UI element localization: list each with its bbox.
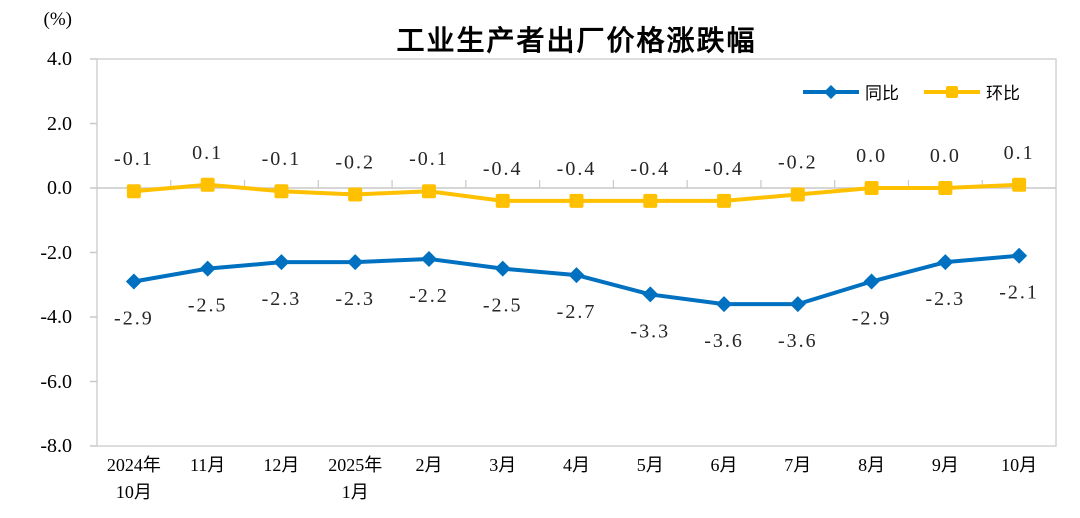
mom-value-label: -0.4: [557, 158, 597, 180]
x-tick-label: 7月: [784, 455, 812, 475]
yoy-value-label: -2.7: [557, 301, 597, 323]
x-tick-label: 12月: [263, 455, 300, 475]
mom-value-label: -0.2: [778, 151, 818, 173]
legend: 同比 环比: [802, 79, 1020, 104]
yoy-value-label: -2.3: [926, 288, 966, 310]
mom-marker: [643, 193, 658, 208]
mom-marker: [126, 184, 141, 199]
yoy-value-label: -2.3: [335, 288, 375, 310]
yoy-value-label: -2.5: [188, 295, 228, 317]
mom-marker: [495, 193, 510, 208]
yoy-value-label: -2.2: [409, 285, 449, 307]
mom-marker: [569, 193, 584, 208]
yoy-marker: [273, 254, 290, 271]
yoy-value-label: -2.5: [483, 295, 523, 317]
x-tick-label: 3月: [489, 455, 517, 475]
x-tick-label: 2024年 10月: [106, 455, 161, 502]
legend-item-yoy: 同比: [802, 79, 899, 104]
yoy-marker: [1011, 247, 1028, 264]
y-tick-label: 0.0: [47, 177, 72, 199]
yoy-marker: [716, 296, 733, 313]
x-tick-label: 6月: [710, 455, 738, 475]
mom-value-label: -0.1: [262, 148, 302, 170]
y-tick-label: 4.0: [47, 48, 72, 70]
mom-value-label: -0.2: [335, 151, 375, 173]
y-tick-label: -8.0: [40, 435, 72, 457]
x-tick-label: 8月: [858, 455, 886, 475]
mom-value-label: -0.1: [409, 148, 449, 170]
mom-value-label: -0.4: [630, 158, 670, 180]
yoy-marker: [642, 286, 659, 303]
mom-marker: [200, 177, 215, 192]
x-tick-label: 10月: [1001, 455, 1038, 475]
plot-border: [96, 58, 1057, 447]
mom-marker: [274, 184, 289, 199]
yoy-marker: [199, 260, 216, 277]
yoy-value-label: -3.3: [630, 320, 670, 342]
mom-value-label: -0.4: [483, 158, 523, 180]
yoy-value-label: -2.9: [114, 308, 154, 330]
y-tick-label: -2.0: [40, 241, 72, 264]
x-tick-label: 4月: [563, 455, 590, 475]
legend-item-mom: 环比: [923, 79, 1020, 104]
mom-line-sample: [924, 85, 980, 98]
yoy-marker: [420, 250, 437, 267]
mom-marker: [421, 184, 436, 199]
legend-label-mom: 环比: [986, 84, 1020, 103]
mom-value-label: 0.1: [1004, 142, 1035, 164]
mom-marker: [1012, 177, 1027, 192]
yoy-value-label: -3.6: [778, 330, 818, 352]
mom-marker: [348, 187, 363, 202]
yoy-value-label: -2.1: [999, 282, 1039, 304]
yoy-marker: [568, 267, 585, 284]
x-tick-label: 5月: [636, 455, 664, 475]
yoy-value-label: -2.3: [262, 288, 302, 310]
mom-marker: [790, 187, 805, 202]
x-tick-label: 9月: [931, 455, 959, 475]
y-tick-label: -4.0: [40, 306, 72, 328]
mom-marker: [864, 181, 879, 195]
x-tick-label: 2月: [415, 455, 443, 475]
yoy-marker: [863, 273, 880, 290]
mom-value-label: -0.1: [114, 148, 154, 170]
yoy-marker: [125, 273, 142, 290]
square-marker-icon: [946, 85, 958, 98]
yoy-value-label: -3.6: [704, 330, 744, 352]
y-axis-unit-label: (%): [43, 9, 72, 30]
yoy-line-sample: [803, 84, 859, 99]
mom-value-label: 0.1: [192, 142, 223, 164]
mom-marker: [938, 181, 953, 195]
legend-label-yoy: 同比: [865, 84, 899, 103]
yoy-marker: [494, 260, 511, 277]
yoy-value-label: -2.9: [852, 308, 892, 330]
x-tick-label: 2025年 1月: [328, 455, 383, 502]
yoy-marker: [789, 296, 806, 313]
diamond-marker-icon: [824, 84, 838, 99]
x-tick-label: 11月: [189, 455, 226, 475]
y-tick-label: -6.0: [40, 370, 72, 393]
mom-value-label: -0.4: [704, 158, 744, 180]
mom-value-label: 0.0: [930, 145, 961, 167]
chart-title: 工业生产者出厂价格涨跌幅: [396, 26, 757, 57]
yoy-marker: [937, 254, 954, 271]
y-tick-label: 2.0: [47, 112, 72, 135]
yoy-marker: [347, 254, 364, 271]
mom-value-label: 0.0: [856, 145, 887, 167]
mom-marker: [717, 193, 732, 208]
